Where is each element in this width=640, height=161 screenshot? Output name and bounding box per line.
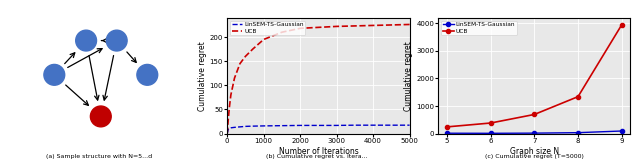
UCB bbox=[278, 31, 285, 33]
LinSEM-TS-Gaussian bbox=[230, 126, 238, 128]
LinSEM-TS-Gaussian bbox=[227, 127, 235, 129]
UCB bbox=[296, 27, 304, 29]
UCB bbox=[225, 118, 232, 120]
LinSEM-TS-Gaussian bbox=[369, 124, 377, 126]
UCB bbox=[260, 38, 268, 40]
Y-axis label: Cumulative regret: Cumulative regret bbox=[404, 41, 413, 111]
Y-axis label: Cumulative regret: Cumulative regret bbox=[198, 41, 207, 111]
Line: LinSEM-TS-Gaussian: LinSEM-TS-Gaussian bbox=[227, 125, 410, 134]
UCB bbox=[406, 24, 413, 25]
LinSEM-TS-Gaussian bbox=[387, 124, 395, 126]
Line: UCB: UCB bbox=[445, 23, 624, 129]
LinSEM-TS-Gaussian bbox=[618, 130, 625, 132]
LinSEM-TS-Gaussian bbox=[406, 124, 413, 126]
UCB bbox=[531, 114, 538, 115]
UCB bbox=[315, 26, 322, 28]
LinSEM-TS-Gaussian bbox=[296, 124, 304, 126]
X-axis label: Number of Iterations: Number of Iterations bbox=[278, 147, 358, 156]
UCB bbox=[227, 94, 235, 96]
Line: LinSEM-TS-Gaussian: LinSEM-TS-Gaussian bbox=[445, 129, 624, 135]
Circle shape bbox=[90, 106, 111, 127]
LinSEM-TS-Gaussian bbox=[333, 124, 340, 126]
LinSEM-TS-Gaussian bbox=[241, 125, 249, 127]
LinSEM-TS-Gaussian bbox=[278, 125, 285, 127]
LinSEM-TS-Gaussian bbox=[260, 125, 268, 127]
UCB bbox=[249, 48, 257, 50]
LinSEM-TS-Gaussian bbox=[225, 128, 232, 130]
UCB bbox=[223, 133, 231, 135]
LinSEM-TS-Gaussian bbox=[574, 132, 582, 134]
UCB bbox=[225, 106, 233, 108]
Circle shape bbox=[106, 30, 127, 51]
UCB bbox=[618, 24, 625, 26]
UCB bbox=[351, 25, 358, 27]
UCB bbox=[444, 126, 451, 128]
Legend: LinSEM-TS-Gaussian, UCB: LinSEM-TS-Gaussian, UCB bbox=[230, 21, 305, 35]
LinSEM-TS-Gaussian bbox=[487, 132, 495, 134]
Text: (a) Sample structure with N=5...d: (a) Sample structure with N=5...d bbox=[46, 154, 152, 159]
LinSEM-TS-Gaussian bbox=[249, 125, 257, 127]
LinSEM-TS-Gaussian bbox=[351, 124, 358, 126]
Circle shape bbox=[76, 30, 97, 51]
LinSEM-TS-Gaussian bbox=[444, 132, 451, 134]
Circle shape bbox=[44, 64, 65, 85]
UCB bbox=[369, 24, 377, 26]
LinSEM-TS-Gaussian bbox=[225, 127, 233, 129]
Text: (c) Cumulative regret (T=5000): (c) Cumulative regret (T=5000) bbox=[485, 154, 584, 159]
UCB bbox=[333, 25, 340, 27]
UCB bbox=[236, 63, 244, 65]
LinSEM-TS-Gaussian bbox=[223, 133, 231, 135]
Circle shape bbox=[137, 64, 157, 85]
LinSEM-TS-Gaussian bbox=[236, 126, 244, 128]
UCB bbox=[241, 55, 249, 57]
UCB bbox=[487, 122, 495, 124]
LinSEM-TS-Gaussian bbox=[531, 132, 538, 134]
UCB bbox=[387, 24, 395, 26]
Text: (b) Cumulative regret vs. itera...: (b) Cumulative regret vs. itera... bbox=[266, 154, 367, 159]
X-axis label: Graph size N: Graph size N bbox=[510, 147, 559, 156]
Legend: LinSEM-TS-Gaussian, UCB: LinSEM-TS-Gaussian, UCB bbox=[442, 21, 516, 35]
UCB bbox=[574, 96, 582, 98]
LinSEM-TS-Gaussian bbox=[315, 124, 322, 126]
UCB bbox=[230, 77, 238, 79]
Line: UCB: UCB bbox=[227, 24, 410, 134]
